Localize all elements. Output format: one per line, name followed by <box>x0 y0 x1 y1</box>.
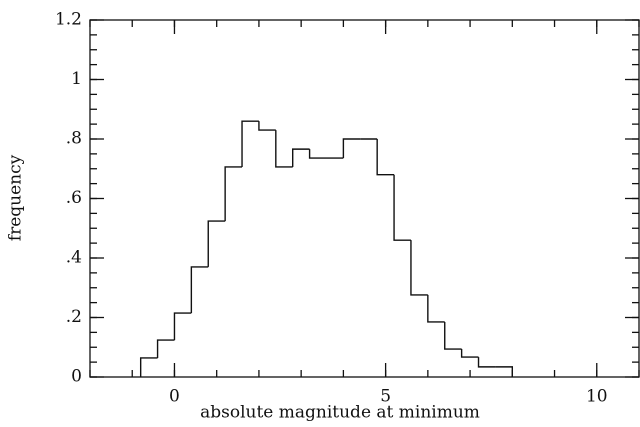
histogram-bin <box>258 121 276 131</box>
y-axis-label: frequency <box>6 154 26 241</box>
histogram-bin <box>393 174 411 241</box>
histogram-bin <box>376 139 395 176</box>
histogram-bin <box>139 357 158 377</box>
histogram-bin <box>342 138 361 159</box>
y-tick-label: 1 <box>71 69 82 89</box>
x-tick-label: 5 <box>380 387 391 407</box>
histogram-bin <box>460 349 479 358</box>
histogram-bin <box>275 130 293 168</box>
histogram-bin <box>224 166 243 222</box>
histogram-bin <box>190 266 209 314</box>
x-tick-label: 0 <box>169 387 180 407</box>
x-tick-label: 10 <box>586 387 608 407</box>
y-tick-label: .6 <box>66 188 82 208</box>
y-tick-label: .8 <box>66 129 82 149</box>
y-tick-label: .2 <box>66 307 82 327</box>
histogram-bin <box>495 366 514 377</box>
histogram-bin <box>241 120 259 167</box>
histogram-bin <box>173 312 192 341</box>
y-tick-label: 1.2 <box>55 10 82 30</box>
histogram-bin <box>207 220 226 267</box>
histogram-bin <box>444 321 462 350</box>
histogram-bin <box>410 240 428 296</box>
histogram-bin <box>477 357 496 368</box>
histogram-bin <box>156 339 175 358</box>
plot-frame <box>89 19 640 378</box>
histogram-bin <box>427 294 445 323</box>
x-axis-label: absolute magnitude at minimum <box>200 403 480 423</box>
histogram-bin <box>308 149 327 159</box>
histogram-bin <box>292 148 310 167</box>
y-tick-label: 0 <box>71 367 82 387</box>
y-tick-label: .4 <box>66 248 82 268</box>
